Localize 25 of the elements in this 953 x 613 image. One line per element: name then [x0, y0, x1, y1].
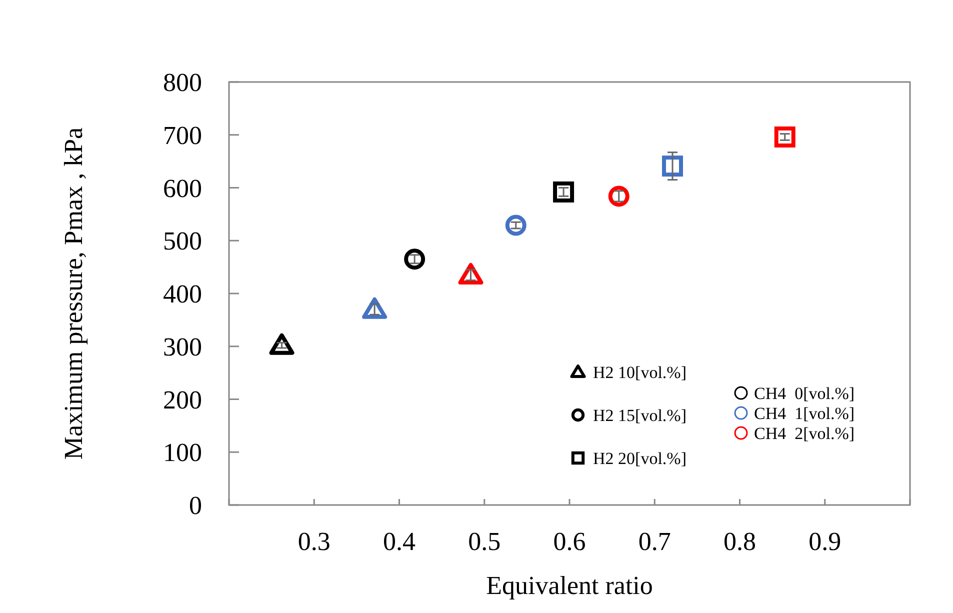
- point: [662, 156, 683, 177]
- x-tick-label: 0.9: [808, 527, 842, 556]
- y-tick-label: 100: [163, 438, 202, 468]
- legend-label: H2 20[vol.%]: [593, 448, 686, 468]
- x-tick-label: 0.8: [724, 527, 756, 556]
- annotation: CH4 0[vol.%]: [754, 384, 855, 403]
- y-tick-label: 400: [163, 280, 202, 309]
- annotation: CH4 2[vol.%]: [754, 424, 855, 443]
- x-tick-label: 0.5: [468, 527, 501, 556]
- legend-label: H2 15[vol.%]: [593, 406, 686, 425]
- y-tick-label: 200: [163, 385, 202, 414]
- legend-label: H2 10[vol.%]: [593, 362, 686, 382]
- annotation: CH4 1[vol.%]: [754, 404, 855, 423]
- x-tick-label: 0.6: [553, 527, 586, 556]
- x-tick-label: 0.7: [638, 527, 671, 556]
- x-tick-label: 0.4: [383, 527, 416, 556]
- y-tick-label: 700: [163, 120, 202, 150]
- y-axis-title: Maximum pressure, Pmax , kPa: [59, 126, 88, 460]
- y-tick-label: 600: [163, 174, 202, 203]
- y-tick-label: 500: [163, 226, 202, 256]
- y-tick-label: 300: [163, 332, 202, 362]
- x-tick-label: 0.3: [298, 527, 330, 556]
- x-axis-title: Equivalent ratio: [486, 571, 653, 600]
- y-tick-label: 800: [163, 68, 202, 98]
- y-tick-label: 0: [189, 491, 202, 520]
